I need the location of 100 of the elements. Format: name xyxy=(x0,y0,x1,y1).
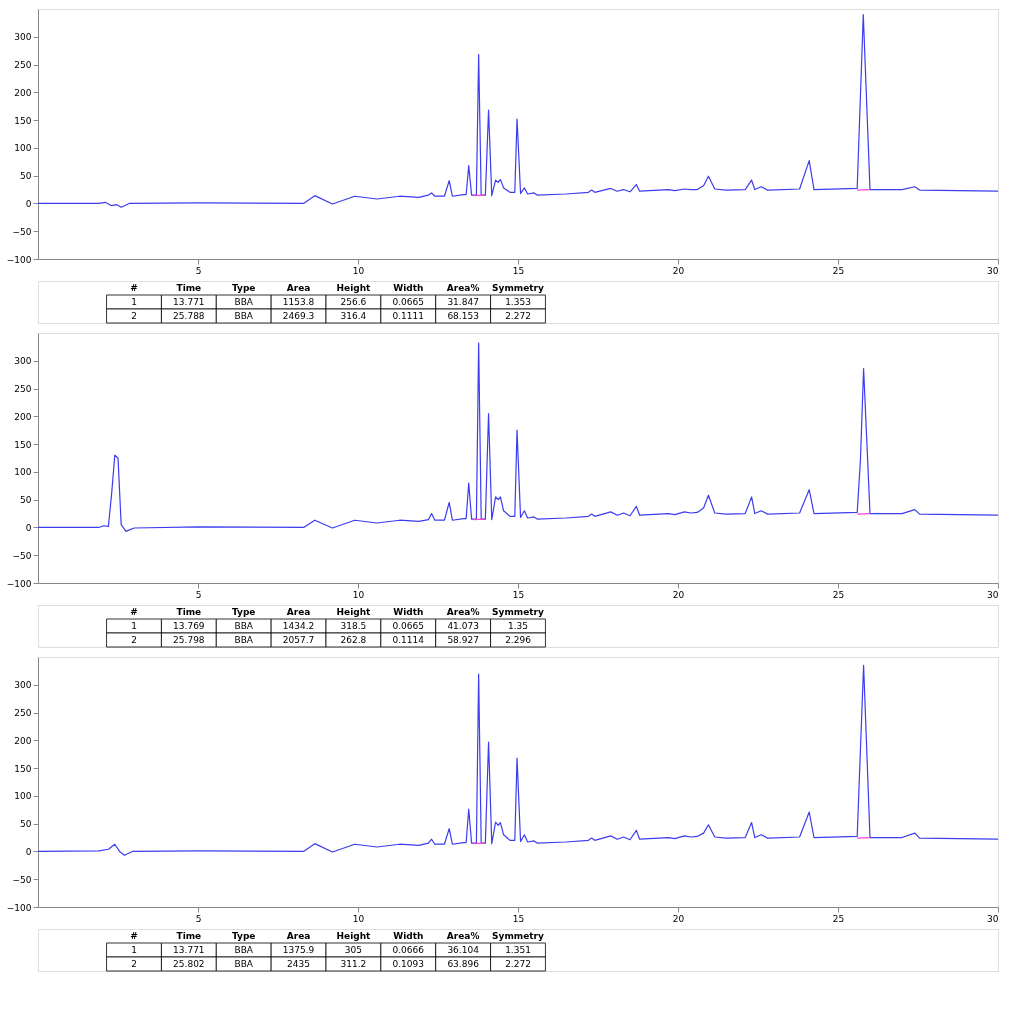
text: 256.6 xyxy=(340,297,367,307)
y-tick-label: 300 xyxy=(14,32,32,43)
text: # xyxy=(130,607,138,617)
text: Area xyxy=(286,283,311,293)
text: 1.351 xyxy=(505,945,531,955)
y-tick-label: 300 xyxy=(14,680,32,691)
y-tick-label: 50 xyxy=(20,171,32,182)
y-tick-label: 0 xyxy=(25,522,32,533)
text: 0.1111 xyxy=(392,311,425,321)
line-series xyxy=(38,342,998,532)
text: BBA xyxy=(234,635,254,645)
x-tick-label: 5 xyxy=(195,265,202,276)
y-tick-label: −50 xyxy=(12,550,32,561)
text: Height xyxy=(336,607,372,617)
text: Time xyxy=(176,283,202,293)
text: 25.798 xyxy=(173,635,205,645)
x-tick-label: 5 xyxy=(195,589,202,600)
text: 0.1093 xyxy=(392,959,425,969)
y-tick-label: −100 xyxy=(6,254,32,265)
text: 13.771 xyxy=(173,297,205,307)
y-tick-label: −100 xyxy=(6,578,32,589)
x-tick-label: 15 xyxy=(512,913,525,924)
y-tick-label: 0 xyxy=(25,198,32,209)
text: 1 xyxy=(131,297,137,307)
y-tick-label: 250 xyxy=(14,60,32,71)
text: Width xyxy=(393,607,424,617)
y-tick-label: 300 xyxy=(14,356,32,367)
y-tick-label: 150 xyxy=(14,439,32,450)
x-tick-label: 20 xyxy=(672,589,685,600)
x-tick-label: 25 xyxy=(832,913,845,924)
text: 316.4 xyxy=(340,311,367,321)
y-tick-label: 200 xyxy=(14,411,32,422)
text: Area% xyxy=(446,283,480,293)
x-tick-label: 20 xyxy=(672,913,685,924)
text: Width xyxy=(393,931,424,941)
text: Symmetry xyxy=(492,931,545,941)
text: Area% xyxy=(446,607,480,617)
text: BBA xyxy=(234,945,254,955)
y-tick-label: 200 xyxy=(14,735,32,746)
y-tick-label: −50 xyxy=(12,226,32,237)
text: Time xyxy=(176,931,202,941)
y-tick-label: 150 xyxy=(14,115,32,126)
text: 305 xyxy=(344,945,363,955)
text: 58.927 xyxy=(447,635,479,645)
text: 2469.3 xyxy=(282,311,315,321)
text: 36.104 xyxy=(447,945,480,955)
text: 63.896 xyxy=(447,959,480,969)
line-series xyxy=(38,13,998,208)
text: 25.802 xyxy=(173,959,205,969)
text: Width xyxy=(393,283,424,293)
y-tick-label: 50 xyxy=(20,819,32,830)
text: 311.2 xyxy=(340,959,367,969)
text: Area% xyxy=(446,931,480,941)
text: Time xyxy=(176,607,202,617)
text: Symmetry xyxy=(492,283,545,293)
text: Height xyxy=(336,283,372,293)
y-tick-label: 100 xyxy=(14,791,32,802)
y-tick-label: 250 xyxy=(14,708,32,719)
text: 1434.2 xyxy=(282,621,315,631)
x-tick-label: 10 xyxy=(352,265,365,276)
text: Symmetry xyxy=(492,607,545,617)
text: 2057.7 xyxy=(282,635,315,645)
text: 2 xyxy=(131,635,137,645)
text: 262.8 xyxy=(340,635,367,645)
x-tick-label: 15 xyxy=(512,589,525,600)
text: Area xyxy=(286,931,311,941)
text: 2 xyxy=(131,311,137,321)
y-tick-label: −100 xyxy=(6,902,32,913)
y-tick-label: 100 xyxy=(14,467,32,478)
line-series xyxy=(38,664,998,856)
text: 41.073 xyxy=(447,621,479,631)
text: 2.272 xyxy=(505,959,531,969)
text: Type xyxy=(231,931,256,941)
text: 2435 xyxy=(287,959,311,969)
text: 2 xyxy=(131,959,137,969)
x-tick-label: 10 xyxy=(352,913,365,924)
text: # xyxy=(130,931,138,941)
text: 0.1114 xyxy=(392,635,425,645)
text: 31.847 xyxy=(447,297,479,307)
text: # xyxy=(130,283,138,293)
text: 1.353 xyxy=(505,297,531,307)
text: 13.769 xyxy=(173,621,205,631)
y-tick-label: 0 xyxy=(25,846,32,857)
text: BBA xyxy=(234,621,254,631)
y-tick-label: 50 xyxy=(20,495,32,506)
x-tick-label: 25 xyxy=(832,589,845,600)
text: 1375.9 xyxy=(282,945,315,955)
x-tick-label: 10 xyxy=(352,589,365,600)
text: BBA xyxy=(234,959,254,969)
y-tick-label: 250 xyxy=(14,384,32,395)
x-tick-label: 30 xyxy=(987,913,999,924)
text: 0.0665 xyxy=(392,621,425,631)
x-tick-label: 5 xyxy=(195,913,202,924)
y-tick-label: 200 xyxy=(14,87,32,98)
text: Type xyxy=(231,283,256,293)
text: 0.0666 xyxy=(392,945,425,955)
x-tick-label: 20 xyxy=(672,265,685,276)
y-tick-label: −50 xyxy=(12,874,32,885)
text: 1153.8 xyxy=(282,297,315,307)
text: 1 xyxy=(131,945,137,955)
